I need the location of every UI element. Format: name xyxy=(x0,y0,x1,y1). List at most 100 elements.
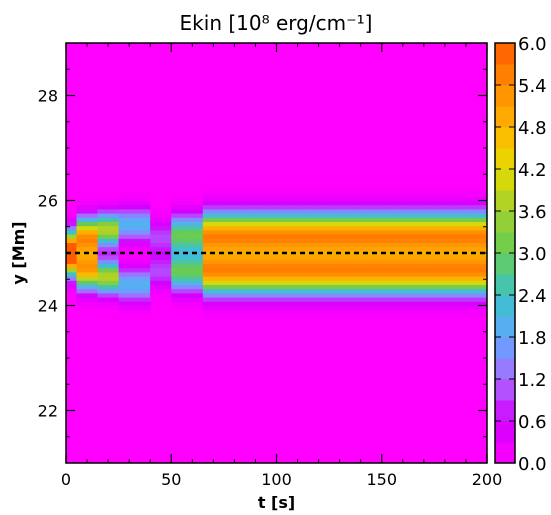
heatmap-cell xyxy=(118,284,130,290)
heatmap-cell xyxy=(423,288,435,294)
heatmap-cell xyxy=(455,246,467,252)
chart-title: Ekin [10⁸ erg/cm⁻¹] xyxy=(180,11,373,35)
heatmap-cell xyxy=(160,255,172,260)
heatmap-cell xyxy=(97,217,109,222)
heatmap-cell xyxy=(423,309,435,315)
heatmap-cell xyxy=(276,259,288,264)
colorbar-tick-label: 1.2 xyxy=(518,370,547,391)
heatmap-cell xyxy=(244,238,256,243)
heatmap-cell xyxy=(223,208,235,214)
heatmap-cell xyxy=(350,192,362,197)
colorbar-swatch xyxy=(495,253,515,275)
heatmap-cell xyxy=(318,263,330,269)
heatmap-cell xyxy=(413,200,425,206)
heatmap-cell xyxy=(223,309,235,315)
heatmap-cell xyxy=(276,297,288,302)
heatmap-cell xyxy=(181,204,193,210)
heatmap-cell xyxy=(371,221,383,227)
heatmap-cell xyxy=(476,217,488,222)
heatmap-cell xyxy=(402,213,414,218)
heatmap-cell xyxy=(339,221,351,227)
heatmap-cell xyxy=(255,288,267,294)
heatmap-cell xyxy=(66,288,78,294)
heatmap-cell xyxy=(434,271,446,277)
heatmap-cell xyxy=(150,242,162,248)
heatmap-cell xyxy=(244,271,256,277)
heatmap-cell xyxy=(202,200,214,206)
heatmap-cell xyxy=(192,263,204,269)
heatmap-cell xyxy=(444,200,456,206)
heatmap-cell xyxy=(402,200,414,206)
heatmap-cell xyxy=(455,250,467,256)
heatmap-cell xyxy=(76,221,88,227)
heatmap-cell xyxy=(129,288,141,294)
heatmap-cell xyxy=(129,305,141,311)
heatmap-cell xyxy=(150,238,162,243)
heatmap-cell xyxy=(118,276,130,281)
heatmap-cell xyxy=(413,242,425,248)
heatmap-cell xyxy=(244,263,256,269)
heatmap-cell xyxy=(97,234,109,239)
heatmap-cell xyxy=(297,313,309,319)
heatmap-cell xyxy=(108,242,120,248)
heatmap-cell xyxy=(97,225,109,231)
heatmap-cell xyxy=(223,313,235,319)
heatmap-cell xyxy=(97,259,109,264)
heatmap-cell xyxy=(234,313,246,319)
heatmap-cell xyxy=(181,305,193,311)
heatmap-cell xyxy=(318,301,330,306)
heatmap-cell xyxy=(444,297,456,302)
heatmap-cell xyxy=(423,229,435,235)
heatmap-cell xyxy=(402,187,414,193)
colorbar-tick-label: 1.8 xyxy=(518,328,547,349)
heatmap-cell xyxy=(171,305,183,311)
heatmap-cell xyxy=(392,297,404,302)
heatmap-cell xyxy=(150,259,162,264)
heatmap-cell xyxy=(476,276,488,281)
heatmap-cell xyxy=(139,250,151,256)
heatmap-cell xyxy=(87,297,99,302)
heatmap-cell xyxy=(350,297,362,302)
heatmap-cell xyxy=(308,213,320,218)
heatmap-cell xyxy=(297,234,309,239)
heatmap-cell xyxy=(76,213,88,218)
colorbar-swatch xyxy=(495,442,515,464)
heatmap-cell xyxy=(213,225,225,231)
colorbar-tick-label: 4.2 xyxy=(518,160,547,181)
heatmap-cell xyxy=(381,238,393,243)
heatmap-cell xyxy=(192,267,204,273)
heatmap-cell xyxy=(371,288,383,294)
heatmap-cell xyxy=(413,246,425,252)
heatmap-cell xyxy=(318,229,330,235)
heatmap-cell xyxy=(181,213,193,218)
heatmap-cell xyxy=(339,200,351,206)
heatmap-cell xyxy=(118,246,130,252)
heatmap-cell xyxy=(360,255,372,260)
heatmap-cell xyxy=(202,297,214,302)
heatmap-cell xyxy=(171,288,183,294)
heatmap-cell xyxy=(118,288,130,294)
heatmap-cell xyxy=(244,213,256,218)
heatmap-cell xyxy=(150,288,162,294)
heatmap-cell xyxy=(255,200,267,206)
heatmap-cell xyxy=(181,246,193,252)
heatmap-cell xyxy=(139,271,151,277)
heatmap-cell xyxy=(434,200,446,206)
heatmap-plot xyxy=(66,43,488,463)
heatmap-cell xyxy=(434,301,446,306)
heatmap-cell xyxy=(287,200,299,206)
heatmap-cell xyxy=(476,292,488,298)
heatmap-cell xyxy=(413,238,425,243)
heatmap-cell xyxy=(413,192,425,197)
heatmap-cell xyxy=(371,225,383,231)
heatmap-cell xyxy=(139,284,151,290)
y-tick-label: 28 xyxy=(38,87,58,106)
heatmap-cell xyxy=(392,255,404,260)
heatmap-cell xyxy=(392,280,404,285)
heatmap-cell xyxy=(402,204,414,210)
heatmap-cell xyxy=(265,280,277,285)
heatmap-cell xyxy=(118,208,130,214)
heatmap-cell xyxy=(465,187,477,193)
heatmap-cell xyxy=(287,204,299,210)
colorbar-swatch xyxy=(495,127,515,149)
